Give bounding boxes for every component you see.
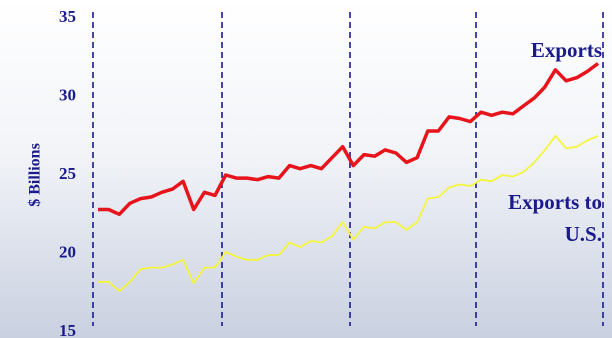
series-label: Exports to U.S. xyxy=(508,190,602,246)
y-axis-label: $ Billions xyxy=(27,143,44,207)
year-dividers xyxy=(92,12,604,326)
y-tick-label: 35 xyxy=(59,7,76,26)
y-tick-label: 30 xyxy=(59,85,76,104)
series-label: Exports xyxy=(530,38,602,62)
series-line xyxy=(98,134,599,293)
y-tick-label: 20 xyxy=(59,242,76,261)
y-tick-label: 15 xyxy=(59,321,76,338)
series-line xyxy=(98,62,600,217)
y-tick-label: 25 xyxy=(59,164,76,183)
